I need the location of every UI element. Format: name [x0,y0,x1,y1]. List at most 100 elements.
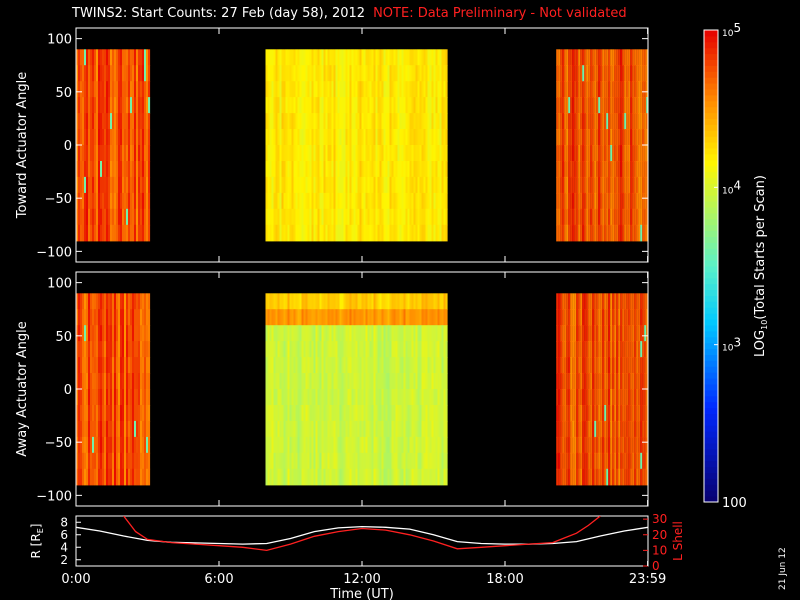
heatmap-cell [299,192,302,210]
heatmap-cell [287,373,290,390]
heatmap-cell [138,49,141,66]
heatmap-cell [116,113,119,130]
heatmap-cell [287,468,290,486]
heatmap-cell [315,113,318,130]
heatmap-cell [110,436,113,454]
heatmap-cell [351,49,354,66]
heatmap-cell [98,81,101,98]
heatmap-cell [323,65,326,82]
heatmap-cell [114,452,117,470]
heatmap-cell [401,176,404,194]
heatmap-cell [383,373,386,390]
heatmap-cell [640,113,643,130]
heatmap-cell [572,208,575,226]
heatmap-cell [297,176,300,194]
heatmap-cell [329,97,332,114]
heatmap-cell [265,325,268,342]
heatmap-cell [427,192,430,210]
heatmap-cell [343,468,346,486]
heatmap-cell [399,468,402,486]
heatmap-cell [409,81,412,98]
heatmap-cell [421,357,424,374]
heatmap-cell [582,389,585,406]
heatmap-cell [598,208,601,226]
heatmap-cell [409,341,412,358]
heatmap-cell [409,49,412,66]
heatmap-cell [122,81,125,98]
heatmap-cell [600,145,603,162]
heatmap-cell [596,49,599,66]
heatmap-cell [293,357,296,374]
heatmap-cell [317,113,320,130]
heatmap-cell [309,341,312,358]
heatmap-cell [632,341,635,358]
heatmap-cell [86,145,89,162]
heatmap-cell [409,161,412,178]
heatmap-cell [437,405,440,422]
heatmap-cell [570,341,573,358]
heatmap-cell [441,436,444,454]
heatmap-cell [622,436,625,454]
heatmap-cell [265,373,268,390]
heatmap-cell [345,405,348,422]
heatmap-cell [116,65,119,82]
heatmap-cell [349,97,352,114]
heatmap-cell [367,341,370,358]
heatmap-cell [353,405,356,422]
heatmap-cell [281,97,284,114]
heatmap-cell [441,176,444,194]
heatmap-cell [570,357,573,374]
heatmap-cell [295,65,298,82]
heatmap-cell [624,97,627,114]
heatmap-cell [100,405,103,422]
heatmap-cell [331,49,334,66]
heatmap-cell [608,224,611,242]
heatmap-cell [377,468,380,486]
heatmap-cell [279,65,282,82]
heatmap-cell [618,436,621,454]
heatmap-cell [431,161,434,178]
heatmap-cell [630,436,633,454]
heatmap-cell [576,81,579,98]
heatmap-cell [616,49,619,66]
heatmap-cell [375,468,378,486]
heatmap-cell [592,97,595,114]
heatmap-cell [339,389,342,406]
heatmap-cell [415,436,418,454]
heatmap-cell [437,468,440,486]
heatmap-cell [602,176,605,194]
heatmap-cell [576,341,579,358]
heatmap-cell [313,97,316,114]
heatmap-cell [323,452,326,470]
heatmap-cell [335,65,338,82]
heatmap-cell [594,208,597,226]
heatmap-cell [357,436,360,454]
heatmap-cell [596,208,599,226]
heatmap-cell [335,176,338,194]
heatmap-cell [437,145,440,162]
heatmap-cell [417,309,420,326]
colorbar-step [704,30,718,37]
heatmap-cell [393,208,396,226]
heatmap-cell [367,161,370,178]
heatmap-cell [590,468,593,486]
heatmap-cell [570,452,573,470]
heatmap-cell [564,389,567,406]
heatmap-cell [644,325,647,342]
heatmap-cell [646,468,649,486]
heatmap-cell [560,208,563,226]
heatmap-cell [411,49,414,66]
heatmap-cell [315,325,318,342]
heatmap-cell [423,129,426,146]
heatmap-cell [431,192,434,210]
heatmap-cell [620,65,623,82]
heatmap-cell [104,357,107,374]
heatmap-cell [417,161,420,178]
heatmap-cell [301,468,304,486]
heatmap-cell [106,192,109,210]
heatmap-cell [371,405,374,422]
heatmap-cell [144,113,147,130]
heatmap-cell [606,357,609,374]
heatmap-cell [636,129,639,146]
heatmap-cell [114,97,117,114]
